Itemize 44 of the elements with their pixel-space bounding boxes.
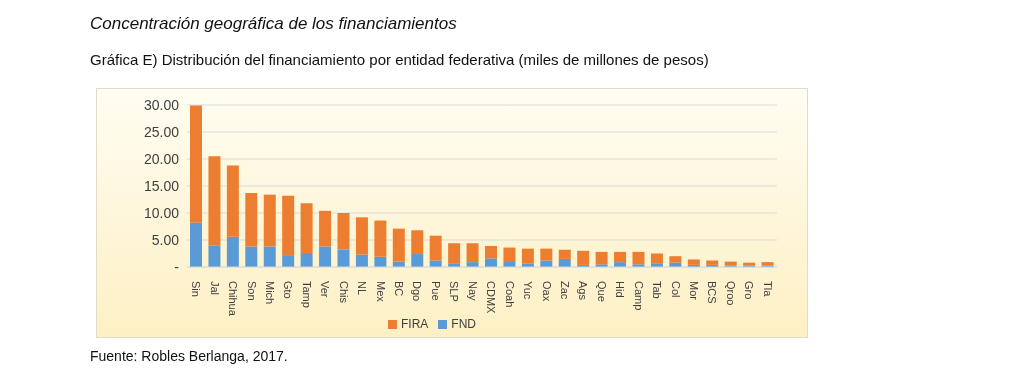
- x-tick-label: NL: [356, 281, 369, 296]
- x-tick-label: Mich: [263, 281, 276, 305]
- x-tick-label: Jal: [208, 281, 221, 296]
- x-tick-label: BC: [393, 281, 406, 297]
- x-tick-label: BCS: [706, 281, 719, 304]
- chart-subtitle: Gráfica E) Distribución del financiamiento por entidad federativa (miles de millones de pesos): [90, 51, 709, 68]
- x-tick-label: Tla: [761, 281, 774, 298]
- x-tick-label: Son: [245, 281, 258, 301]
- legend-label: FIRA: [400, 317, 429, 331]
- x-tick-label: CDMX: [485, 281, 498, 315]
- y-tick-label: -: [174, 258, 180, 275]
- x-tick-label: Tab: [651, 281, 664, 299]
- x-tick-label: Gto: [282, 281, 295, 299]
- x-tick-label: Mex: [374, 281, 387, 303]
- x-tick-label: Dgo: [411, 281, 424, 302]
- x-tick-label: Coah: [503, 281, 516, 308]
- y-tick-label: 5.00: [151, 231, 180, 248]
- x-tick-label: Mor: [688, 281, 701, 301]
- x-tick-label: Oax: [540, 281, 553, 302]
- legend-label: FND: [451, 317, 476, 331]
- x-tick-label: Gro: [743, 281, 756, 300]
- x-tick-label: Chihua: [227, 281, 240, 317]
- x-tick-label: Que: [595, 281, 608, 302]
- x-tick-label: Ver: [319, 281, 332, 298]
- y-tick-label: 10.00: [143, 204, 180, 221]
- x-tick-label: Qroo: [724, 281, 737, 306]
- y-tick-label: 20.00: [143, 150, 180, 167]
- y-tick-label: 30.00: [143, 96, 180, 113]
- x-tick-label: Chis: [337, 281, 350, 304]
- chart-title: Concentración geográfica de los financiamientos: [90, 14, 457, 34]
- x-tick-label: Col: [669, 281, 682, 298]
- x-tick-label: Yuc: [522, 281, 535, 300]
- x-tick-label: Pue: [429, 281, 442, 301]
- y-tick-label: 15.00: [143, 177, 180, 194]
- source-note: Fuente: Robles Berlanga, 2017.: [90, 348, 288, 364]
- x-tick-label: Tamp: [300, 281, 313, 308]
- x-tick-label: Sin: [190, 281, 203, 297]
- y-tick-label: 25.00: [143, 123, 180, 140]
- x-tick-label: Camp: [632, 281, 645, 311]
- x-tick-label: Hid: [614, 281, 627, 298]
- x-tick-label: Zac: [558, 281, 571, 300]
- x-tick-label: SLP: [448, 281, 461, 302]
- x-tick-label: Ags: [577, 281, 590, 301]
- x-tick-label: Nay: [466, 281, 479, 302]
